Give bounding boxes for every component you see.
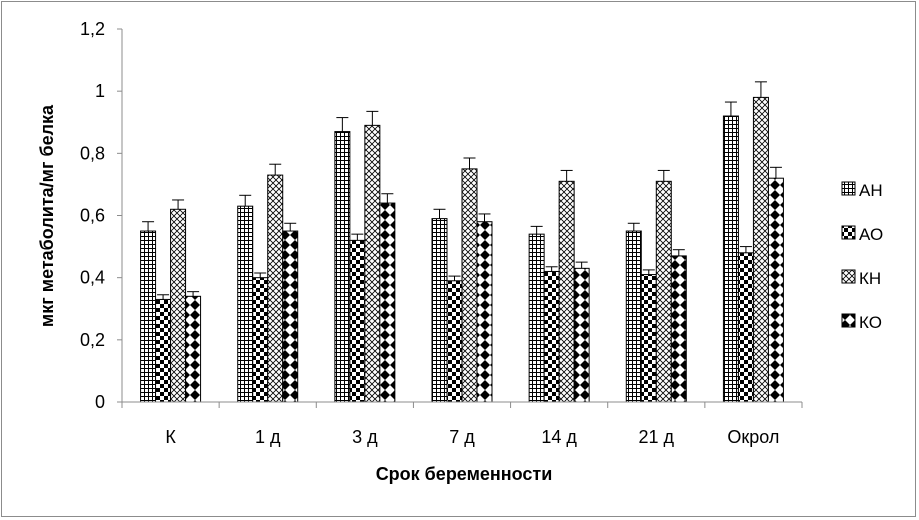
bar: [543, 270, 560, 403]
legend-label: АН: [859, 181, 883, 200]
bar: [237, 205, 254, 403]
x-tick-label: К: [165, 427, 176, 447]
bar: [282, 230, 299, 403]
legend: АН АО КН КО: [841, 181, 883, 332]
x-axis: К 1 д 3 д 7 д 14 д 21 д Окрол: [121, 401, 803, 447]
bar: [722, 115, 739, 403]
bar: [364, 124, 381, 403]
bar: [558, 180, 575, 403]
bar: [461, 168, 478, 403]
y-tick-label: 0: [95, 392, 105, 412]
y-tick-label: 0,6: [80, 206, 105, 226]
bar: [767, 177, 784, 403]
y-tick-label: 1,2: [80, 19, 105, 39]
bar: [170, 208, 187, 403]
legend-swatch: [841, 225, 856, 240]
bar: [446, 280, 463, 403]
y-tick-label: 0,2: [80, 330, 105, 350]
x-tick-label: 14 д: [541, 427, 577, 447]
bar: [140, 230, 157, 403]
x-axis-title: Срок беременности: [376, 464, 553, 484]
bar: [625, 230, 642, 403]
bar: [752, 96, 769, 403]
x-tick-label: 21 д: [639, 427, 675, 447]
y-tick-label: 1: [95, 81, 105, 101]
legend-swatch: [841, 181, 856, 196]
bar: [155, 298, 172, 403]
x-tick-label: 1 д: [255, 427, 281, 447]
legend-label: КН: [859, 269, 881, 288]
bar: [379, 202, 396, 403]
bar: [640, 274, 657, 403]
bar: [655, 180, 672, 403]
bar: [476, 221, 493, 403]
y-axis: 0 0,2 0,4 0,6 0,8 1 1,2: [80, 19, 123, 412]
bar: [252, 277, 269, 403]
bar: [431, 218, 448, 403]
legend-swatch: [841, 313, 856, 328]
x-tick-label: 3 д: [352, 427, 378, 447]
x-tick-label: 7 д: [449, 427, 475, 447]
x-tick-label: Окрол: [727, 427, 779, 447]
bar: [185, 295, 202, 403]
bars: [140, 81, 784, 403]
y-tick-label: 0,4: [80, 268, 105, 288]
bar: [267, 174, 284, 403]
legend-swatch: [841, 269, 856, 284]
bar: [573, 267, 590, 403]
y-tick-label: 0,8: [80, 143, 105, 163]
bar: [737, 252, 754, 403]
y-axis-title: мкг метаболита/мг белка: [37, 104, 57, 327]
bar: [349, 239, 366, 403]
bar: [334, 131, 351, 403]
legend-label: КО: [859, 313, 882, 332]
bar: [528, 233, 545, 403]
bar: [670, 255, 687, 403]
legend-label: АО: [859, 225, 883, 244]
